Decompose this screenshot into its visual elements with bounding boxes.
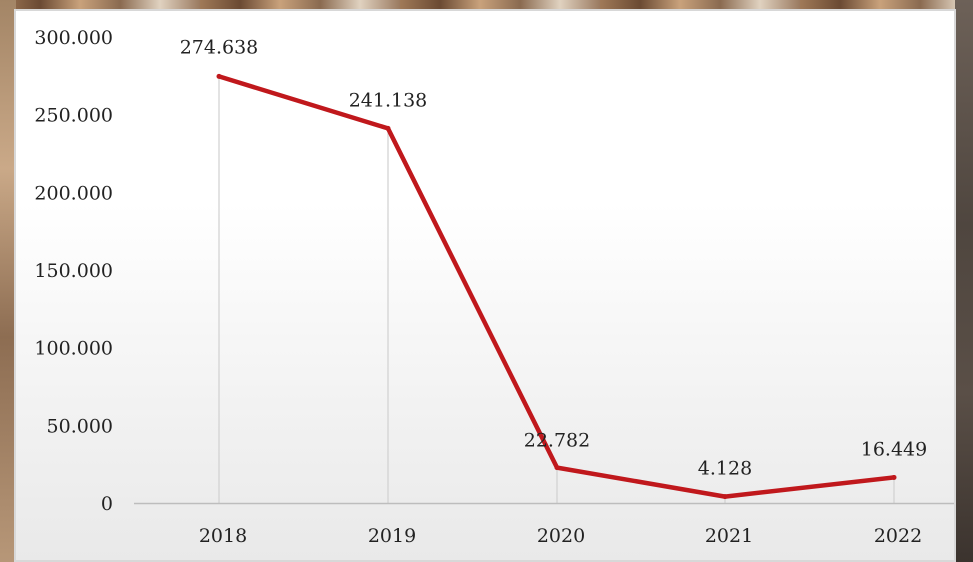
data-label-2020: 22.782 [524, 430, 590, 452]
x-tick-label-2018: 2018 [199, 525, 247, 547]
line-chart: 0 50.000 100.000 150.000 200.000 250.000 300.0… [34, 27, 954, 547]
data-point-2022 [891, 474, 897, 480]
data-label-2021: 4.128 [698, 458, 752, 480]
y-tick-label: 200.000 [34, 182, 113, 204]
data-label-2018: 274.638 [180, 36, 259, 58]
x-tick-label-2020: 2020 [537, 525, 585, 547]
y-tick-label: 250.000 [34, 105, 113, 127]
data-point-2018 [216, 73, 222, 79]
y-tick-label: 50.000 [47, 415, 113, 437]
x-tick-label-2022: 2022 [874, 525, 922, 547]
background-right-edge [955, 0, 973, 562]
x-tick-label-2021: 2021 [705, 525, 753, 547]
data-label-2022: 16.449 [861, 438, 927, 460]
y-tick-label: 100.000 [34, 338, 113, 360]
x-tick-label-2019: 2019 [368, 525, 416, 547]
background-left-edge [0, 0, 16, 562]
chart-panel: 0 50.000 100.000 150.000 200.000 250.000 300.0… [14, 9, 956, 562]
data-label-2019: 241.138 [349, 89, 428, 111]
y-tick-label: 0 [101, 493, 113, 515]
data-point-2021 [722, 494, 728, 500]
data-point-2020 [554, 465, 560, 471]
y-tick-label: 300.000 [34, 27, 113, 49]
data-point-2019 [385, 125, 391, 131]
y-tick-label: 150.000 [34, 260, 113, 282]
